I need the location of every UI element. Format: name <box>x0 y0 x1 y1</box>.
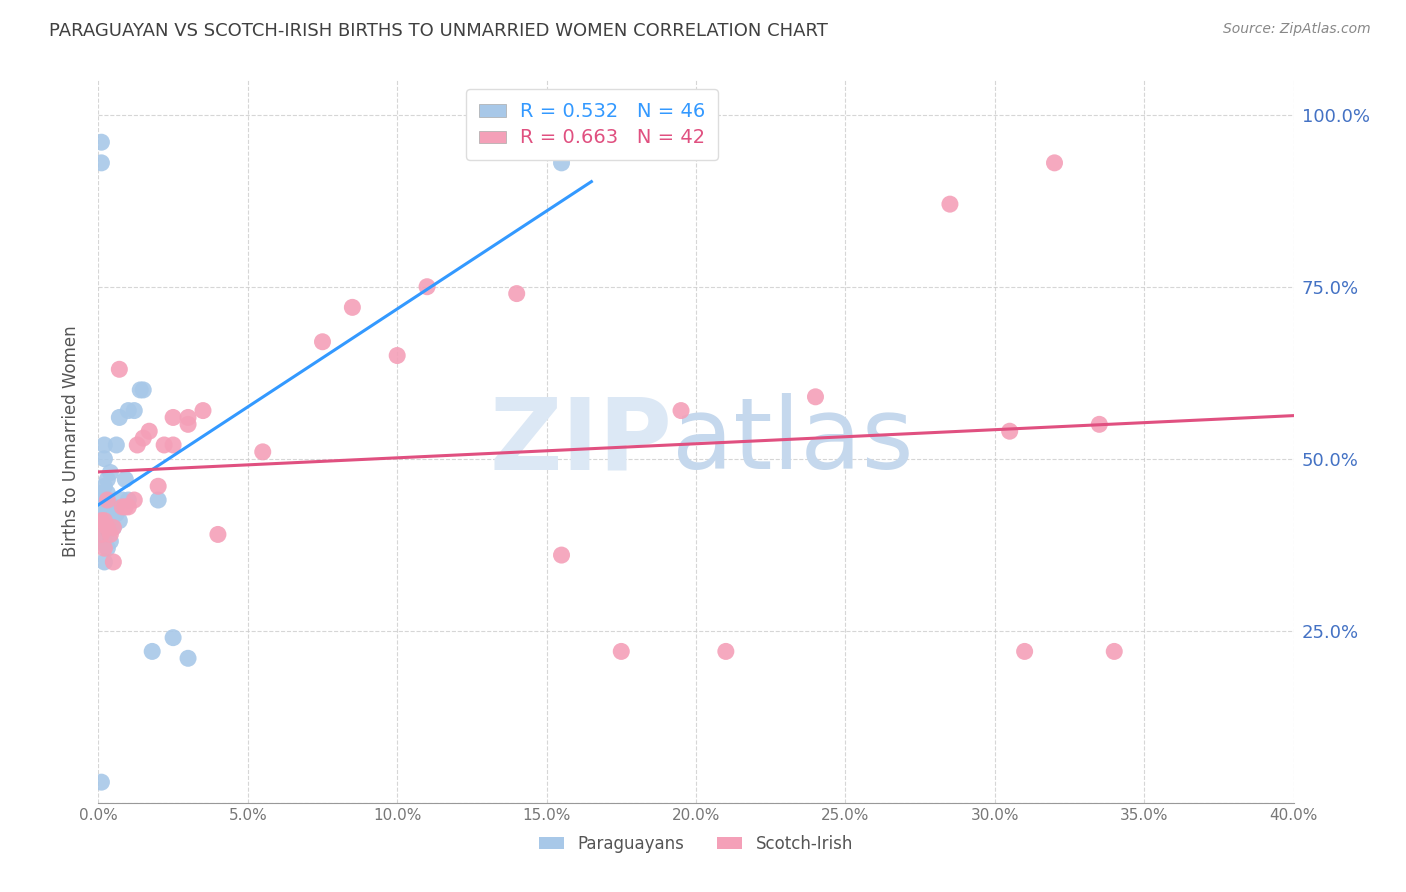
Point <box>127 438 149 452</box>
Point <box>1014 644 1036 658</box>
Point <box>90 775 112 789</box>
Point <box>114 500 136 514</box>
Point <box>93 555 115 569</box>
Point <box>1043 156 1066 170</box>
Point <box>90 534 112 549</box>
Point <box>96 520 118 534</box>
Point <box>90 520 112 534</box>
Point <box>685 114 707 128</box>
Point <box>804 390 827 404</box>
Point <box>132 383 155 397</box>
Point <box>550 156 572 170</box>
Point <box>96 472 118 486</box>
Point <box>98 527 122 541</box>
Point <box>177 410 200 425</box>
Point <box>138 424 160 438</box>
Point <box>90 500 112 514</box>
Point <box>90 156 112 170</box>
Point <box>103 500 125 514</box>
Point <box>93 500 115 514</box>
Point <box>550 548 572 562</box>
Point <box>669 403 692 417</box>
Point <box>90 514 112 528</box>
Point <box>207 527 229 541</box>
Point <box>124 403 146 417</box>
Point <box>98 466 122 480</box>
Point <box>96 500 118 514</box>
Point <box>93 534 115 549</box>
Point <box>191 403 214 417</box>
Point <box>714 644 737 658</box>
Point <box>105 438 128 452</box>
Point <box>108 514 131 528</box>
Point <box>90 135 112 149</box>
Point <box>96 520 118 534</box>
Point <box>90 527 112 541</box>
Text: ZIP: ZIP <box>489 393 672 490</box>
Point <box>93 451 115 466</box>
Point <box>153 438 176 452</box>
Point <box>148 493 170 508</box>
Point <box>90 493 112 508</box>
Point <box>93 479 115 493</box>
Point <box>177 417 200 432</box>
Point <box>90 514 112 528</box>
Point <box>177 651 200 665</box>
Point <box>93 493 115 508</box>
Point <box>103 555 125 569</box>
Point <box>98 534 122 549</box>
Point <box>117 493 139 508</box>
Point <box>117 403 139 417</box>
Point <box>111 493 134 508</box>
Point <box>105 507 128 521</box>
Point <box>385 349 409 363</box>
Point <box>93 541 115 556</box>
Point <box>96 541 118 556</box>
Point <box>132 431 155 445</box>
Point <box>162 631 184 645</box>
Point <box>252 445 274 459</box>
Point <box>1088 417 1111 432</box>
Point <box>162 438 184 452</box>
Point <box>103 520 125 534</box>
Point <box>342 301 364 315</box>
Point <box>98 514 122 528</box>
Point <box>610 644 633 658</box>
Point <box>96 486 118 500</box>
Text: atlas: atlas <box>672 393 914 490</box>
Point <box>108 410 131 425</box>
Point <box>103 520 125 534</box>
Point <box>117 500 139 514</box>
Text: PARAGUAYAN VS SCOTCH-IRISH BIRTHS TO UNMARRIED WOMEN CORRELATION CHART: PARAGUAYAN VS SCOTCH-IRISH BIRTHS TO UNM… <box>49 22 828 40</box>
Point <box>108 362 131 376</box>
Point <box>148 479 170 493</box>
Point <box>111 500 134 514</box>
Point <box>129 383 152 397</box>
Point <box>124 493 146 508</box>
Point <box>93 514 115 528</box>
Y-axis label: Births to Unmarried Women: Births to Unmarried Women <box>62 326 80 558</box>
Point <box>93 520 115 534</box>
Point <box>162 410 184 425</box>
Point <box>90 486 112 500</box>
Point <box>581 135 603 149</box>
Point <box>1104 644 1126 658</box>
Point <box>93 438 115 452</box>
Legend: Paraguayans, Scotch-Irish: Paraguayans, Scotch-Irish <box>533 828 859 860</box>
Point <box>998 424 1021 438</box>
Point <box>96 493 118 508</box>
Point <box>114 472 136 486</box>
Point <box>141 644 163 658</box>
Point <box>506 286 529 301</box>
Text: Source: ZipAtlas.com: Source: ZipAtlas.com <box>1223 22 1371 37</box>
Point <box>311 334 333 349</box>
Point <box>90 507 112 521</box>
Point <box>939 197 962 211</box>
Point <box>416 279 439 293</box>
